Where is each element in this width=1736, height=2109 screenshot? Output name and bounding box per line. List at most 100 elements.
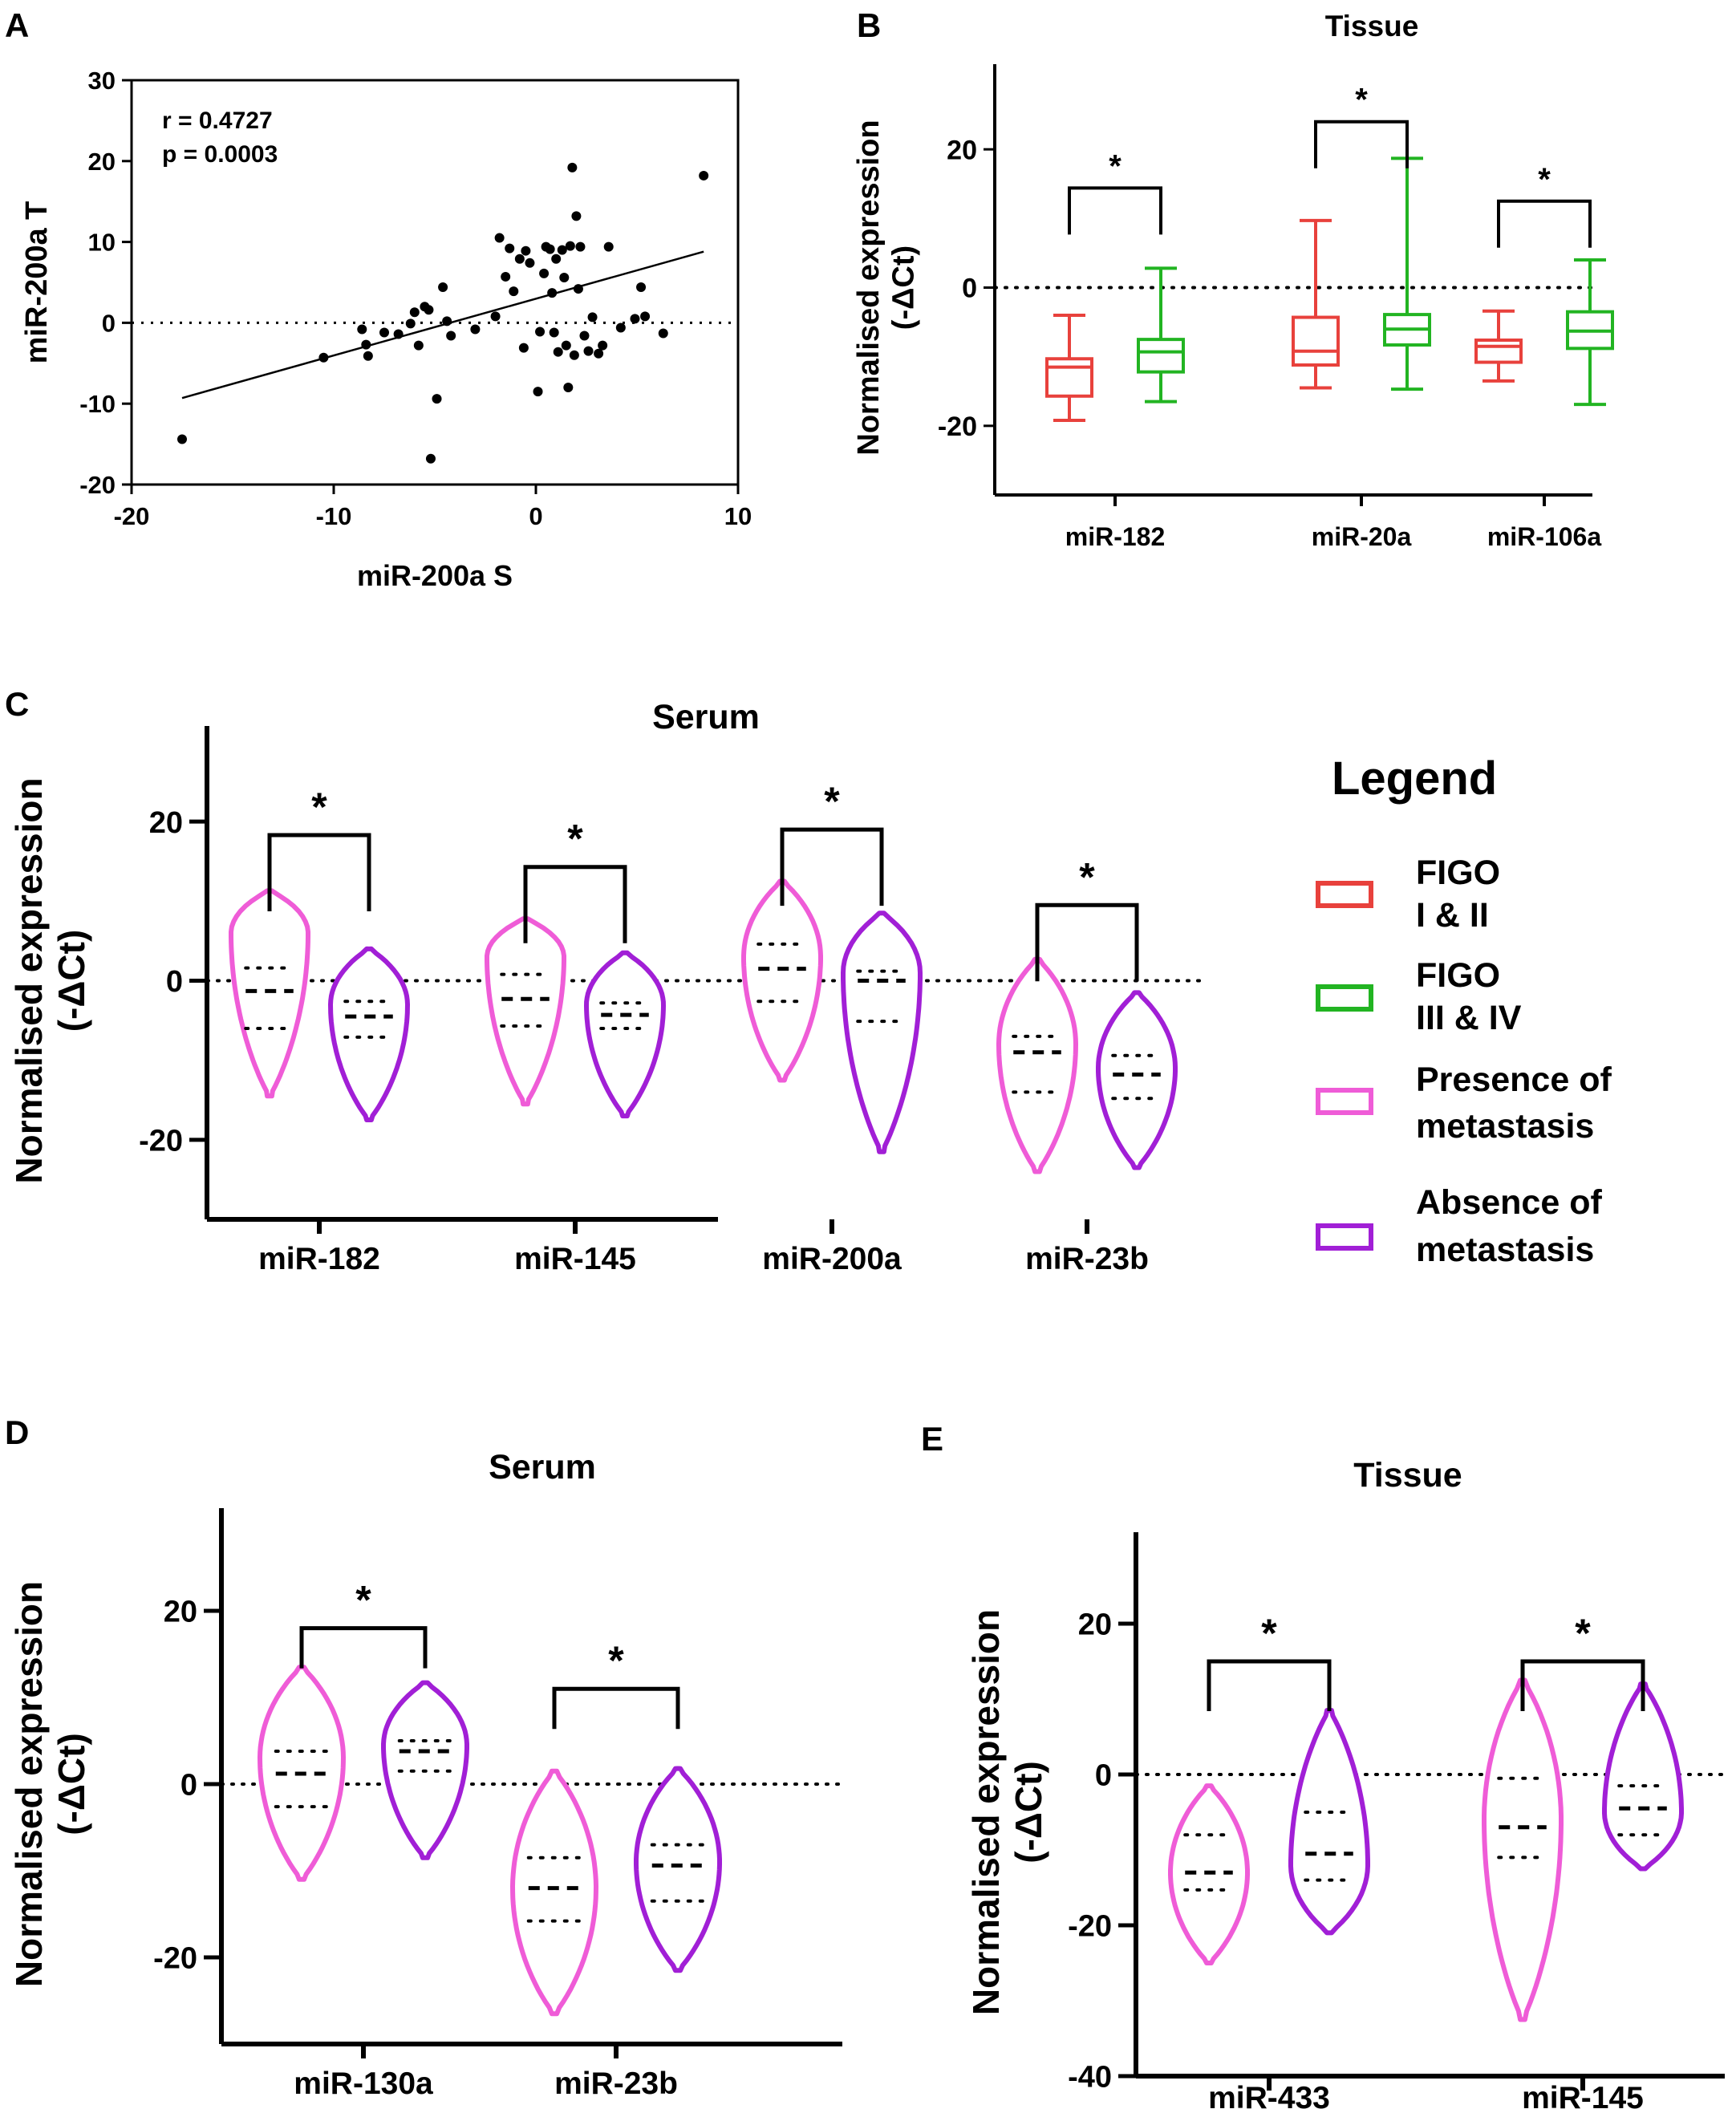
y-tick-label: 10: [88, 229, 116, 257]
scatter-point: [640, 311, 651, 322]
y-tick-label: 0: [962, 274, 977, 304]
violin-body: [1602, 1681, 1684, 1872]
scatter-point: [521, 245, 531, 256]
y-tick-label: -20: [139, 1125, 183, 1158]
legend-item-figo-3-4: FIGO III & IV: [1316, 956, 1522, 1037]
scatter-point: [630, 314, 640, 324]
scatter-point: [177, 434, 187, 444]
scatter-point: [409, 307, 420, 318]
y-axis-label: Normalised expression: [8, 1581, 50, 1987]
legend-swatch-metastasis-absent: [1316, 1223, 1373, 1251]
scatter-point: [594, 348, 604, 359]
legend-swatch-metastasis-present: [1316, 1088, 1373, 1115]
violin-body: [634, 1766, 722, 1973]
box-iqr: [1045, 357, 1093, 398]
scatter-point: [318, 352, 329, 363]
scatter-point: [658, 328, 668, 339]
legend: Legend FIGO I & II FIGO III & IV Presenc…: [1316, 752, 1612, 1269]
scatter-point: [514, 253, 525, 264]
x-tick-label: miR-23b: [554, 2066, 678, 2101]
scatter-point: [501, 271, 511, 282]
significance-star: *: [824, 779, 840, 824]
legend-label-line2: metastasis: [1416, 1231, 1594, 1269]
significance-bracket: [1068, 186, 1162, 235]
y-tick-label: 0: [1095, 1759, 1112, 1793]
plot-frame: [130, 79, 740, 486]
panel-b-box-tissue: -20 0 20 Tissue Normalised expression (-ΔCt) m…: [852, 10, 1614, 551]
scatter-point: [557, 245, 567, 255]
x-tick-label: miR-200a: [762, 1242, 902, 1276]
y-tick-label: -10: [79, 390, 116, 418]
stat-p: p = 0.0003: [162, 141, 278, 168]
panel-label-a: A: [5, 6, 29, 44]
scatter-point: [569, 350, 579, 360]
scatter-point: [636, 282, 647, 293]
legend-label-line1: Presence of: [1416, 1061, 1612, 1099]
scatter-point: [405, 318, 416, 329]
scatter-point: [565, 241, 575, 251]
scatter-point: [559, 272, 570, 282]
panel-label-b: B: [857, 6, 881, 44]
scatter-point: [393, 329, 404, 339]
y-axis-label: Normalised expression: [965, 1609, 1007, 2015]
y-tick-label: 30: [88, 67, 116, 95]
y-tick-label: -40: [1068, 2061, 1112, 2095]
significance-star: *: [1109, 148, 1122, 184]
box-iqr: [1137, 338, 1185, 374]
scatter-point: [539, 268, 550, 278]
significance-bracket: [267, 833, 371, 912]
x-tick-label: miR-182: [258, 1242, 380, 1276]
scatter-point: [551, 253, 562, 264]
significance-bracket: [299, 1626, 428, 1669]
violin-body: [741, 878, 823, 1083]
violin-body: [1096, 990, 1178, 1170]
violin-body: [584, 950, 666, 1119]
scatter-point: [509, 286, 519, 297]
scatter-point: [442, 316, 452, 326]
scatter-point: [518, 343, 529, 353]
legend-label-line1: FIGO: [1416, 854, 1500, 892]
legend-item-metastasis-present: Presence of metastasis: [1316, 1061, 1612, 1146]
y-tick-label: -20: [1068, 1910, 1112, 1944]
significance-bracket: [1497, 199, 1592, 248]
legend-item-figo-1-2: FIGO I & II: [1316, 854, 1500, 935]
y-tick-label: 20: [947, 135, 977, 165]
scatter-point: [598, 340, 608, 351]
violin-body: [229, 888, 310, 1099]
significance-bracket: [1207, 1659, 1332, 1711]
y-tick-label: 20: [88, 148, 116, 176]
scatter-point: [571, 211, 582, 221]
panel-c-violin-serum: -20 0 20 Serum Normalised expression (-ΔCt) mi…: [8, 698, 1205, 1276]
scatter-point: [575, 241, 586, 252]
panel-a-scatter: -20 -10 0 10 -20 -10 0 10 20 30 r = 0.4727 p = 0.00…: [20, 67, 752, 592]
legend-swatch-figo-3-4: [1316, 984, 1373, 1012]
violin-body: [328, 946, 410, 1123]
violin-body: [485, 916, 566, 1107]
y-axis-label: (-ΔCt): [1008, 1761, 1049, 1864]
scatter-point: [549, 327, 559, 338]
scatter-point: [561, 340, 571, 351]
stat-r: r = 0.4727: [162, 107, 273, 134]
y-tick-label: -20: [79, 471, 116, 499]
scatter-point: [535, 326, 546, 337]
box-iqr: [1292, 315, 1340, 367]
legend-label-line1: FIGO: [1416, 956, 1500, 995]
significance-star: *: [1079, 854, 1095, 899]
chart-title: Tissue: [1325, 10, 1419, 43]
scatter-point: [603, 241, 614, 252]
scatter-point: [438, 282, 448, 293]
y-axis-label: (-ΔCt): [51, 930, 92, 1032]
scatter-point: [505, 243, 515, 253]
chart-title: Serum: [489, 1448, 596, 1486]
significance-bracket: [552, 1686, 680, 1730]
chart-title: Tissue: [1353, 1456, 1462, 1495]
chart-title: Serum: [652, 698, 760, 736]
x-tick-label: miR-433: [1208, 2081, 1330, 2109]
x-tick-label: 10: [724, 502, 752, 530]
significance-star: *: [311, 785, 327, 829]
x-tick-label: miR-106a: [1487, 522, 1602, 551]
x-tick-label: -10: [316, 502, 352, 530]
violin-body: [1288, 1708, 1370, 1936]
legend-swatch-figo-1-2: [1316, 881, 1373, 908]
scatter-point: [547, 288, 558, 298]
